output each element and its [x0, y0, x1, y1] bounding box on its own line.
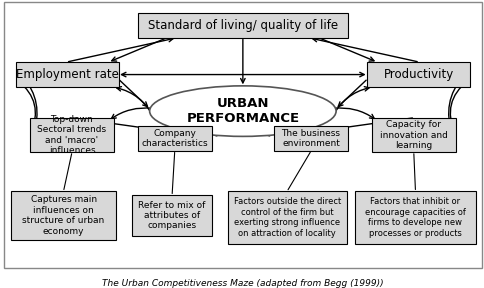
FancyBboxPatch shape — [16, 62, 119, 87]
Text: Top-down
Sectoral trends
and 'macro'
influences: Top-down Sectoral trends and 'macro' inf… — [37, 115, 106, 155]
Text: Factors that inhibit or
encourage capacities of
firms to develope new
processes : Factors that inhibit or encourage capaci… — [365, 197, 466, 238]
FancyBboxPatch shape — [227, 191, 347, 244]
Text: Employment rate: Employment rate — [16, 68, 119, 81]
Text: URBAN
PERFORMANCE: URBAN PERFORMANCE — [186, 97, 300, 125]
Text: Standard of living/ quality of life: Standard of living/ quality of life — [148, 19, 338, 32]
FancyBboxPatch shape — [30, 118, 114, 152]
Text: Capacity for
innovation and
learning: Capacity for innovation and learning — [380, 120, 448, 150]
Text: Captures main
influences on
structure of urban
economy: Captures main influences on structure of… — [22, 196, 105, 236]
Text: Productivity: Productivity — [383, 68, 454, 81]
Text: Company
characteristics: Company characteristics — [141, 129, 208, 148]
FancyBboxPatch shape — [274, 126, 348, 151]
Ellipse shape — [150, 86, 336, 137]
FancyBboxPatch shape — [367, 62, 470, 87]
Text: The business
environment: The business environment — [282, 129, 341, 148]
Text: Factors outside the direct
control of the firm but
exerting strong influence
on : Factors outside the direct control of th… — [234, 197, 341, 238]
Text: The Urban Competitiveness Maze (adapted from Begg (1999)): The Urban Competitiveness Maze (adapted … — [102, 279, 384, 288]
Text: Refer to mix of
attributes of
companies: Refer to mix of attributes of companies — [138, 201, 206, 230]
FancyBboxPatch shape — [372, 118, 455, 152]
FancyBboxPatch shape — [132, 195, 212, 236]
FancyBboxPatch shape — [11, 191, 116, 240]
FancyBboxPatch shape — [137, 126, 212, 151]
FancyBboxPatch shape — [355, 191, 476, 244]
FancyBboxPatch shape — [137, 13, 348, 38]
